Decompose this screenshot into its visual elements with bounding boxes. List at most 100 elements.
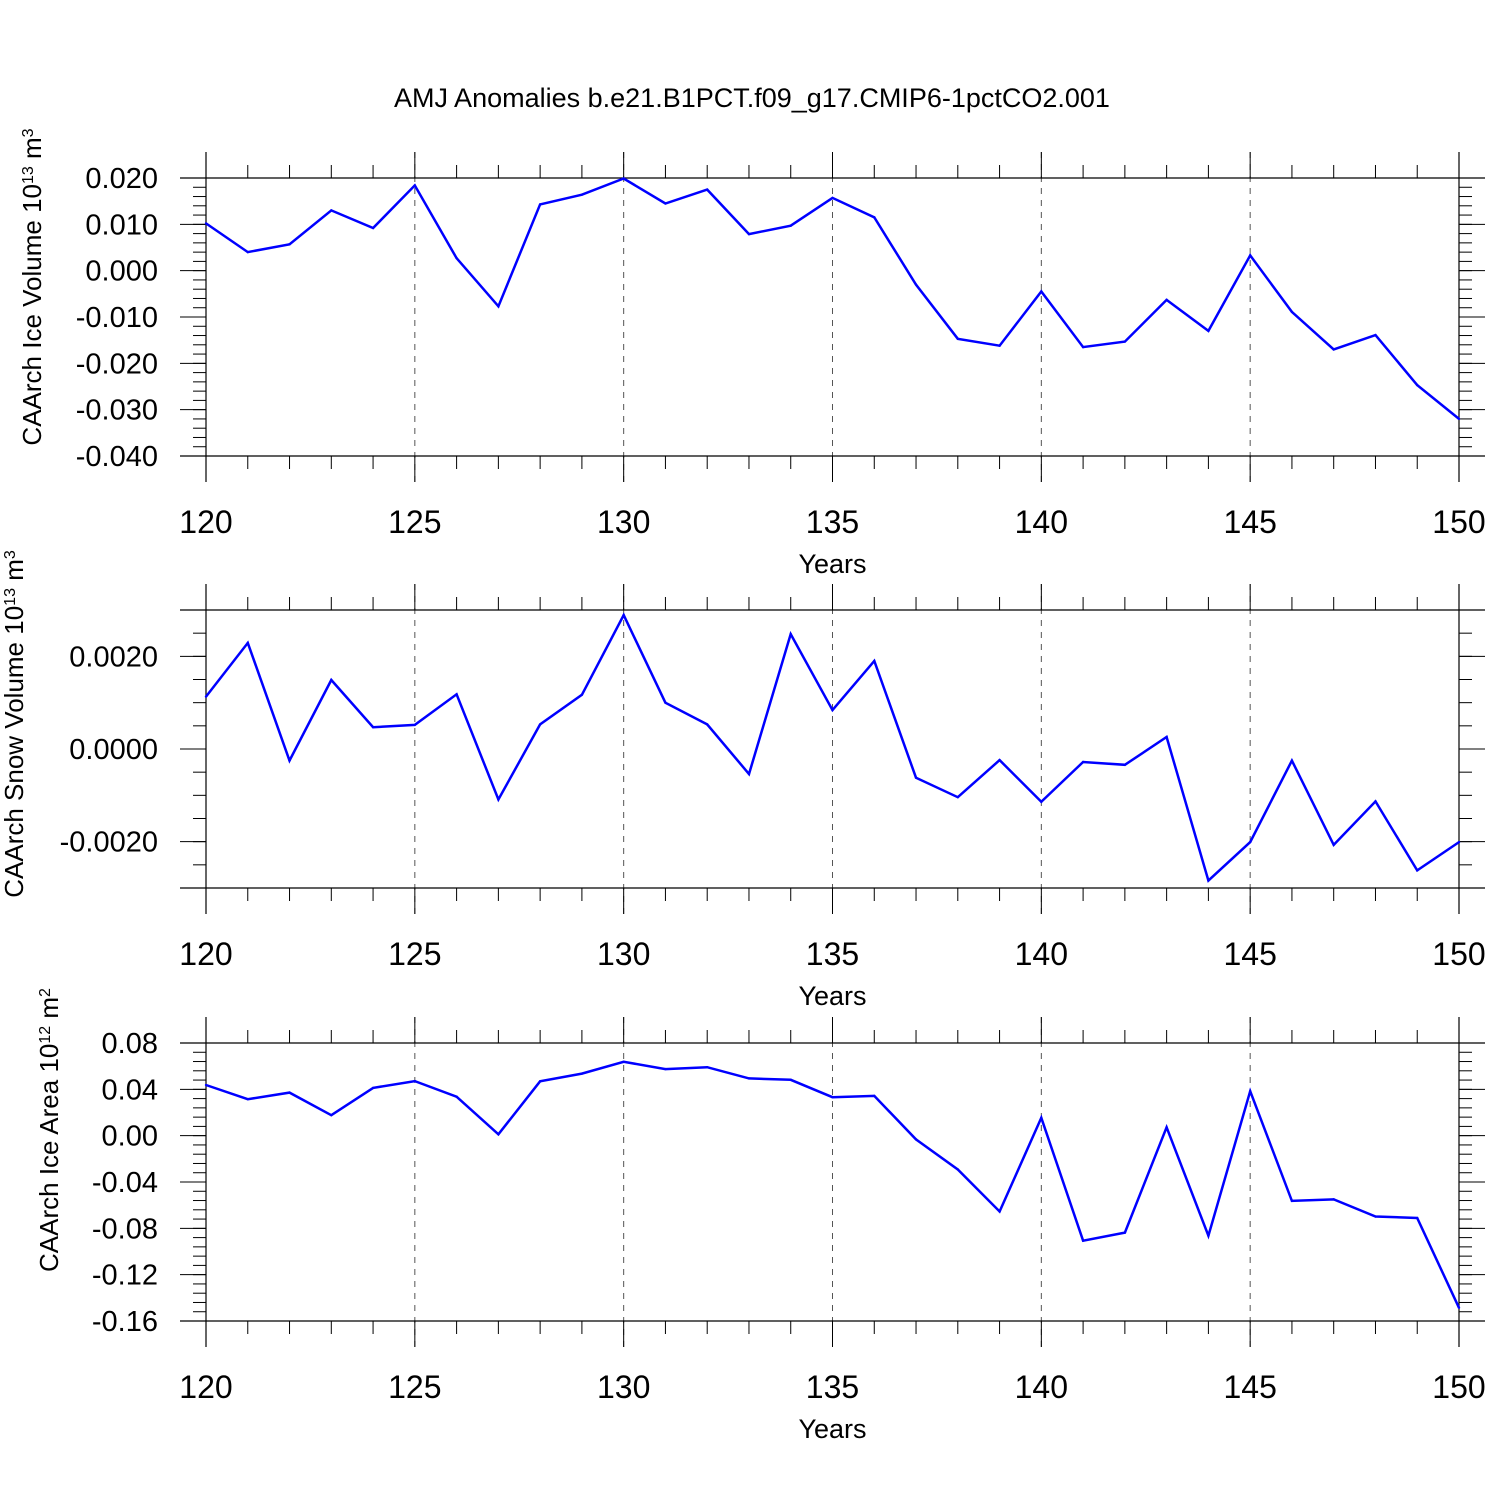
ice-volume-x-tick-label: 120	[179, 504, 232, 540]
snow-volume-data-point	[1332, 843, 1335, 847]
snow-volume-x-tick-label: 120	[179, 936, 232, 972]
snow-volume-data-point	[1457, 840, 1461, 844]
ice-volume-data-point	[873, 216, 876, 219]
ice-area-y-axis-label-exp: 12	[37, 1026, 54, 1044]
snow-volume-data-point	[1416, 869, 1419, 872]
snow-volume-data-point	[497, 798, 500, 801]
ice-area-data-point	[873, 1094, 876, 1098]
ice-volume-x-tick-label: 140	[1015, 504, 1068, 540]
ice-area-data-point	[580, 1072, 584, 1075]
ice-volume-data-point	[831, 196, 834, 200]
ice-volume-x-tick-label: 130	[597, 504, 650, 540]
ice-volume-y-tick-label: -0.010	[76, 302, 158, 334]
ice-volume-data-point	[538, 203, 542, 206]
ice-area-data-point	[622, 1060, 625, 1063]
ice-volume-x-tick-label: 135	[806, 504, 859, 540]
ice-volume-y-tick-label: 0.020	[85, 163, 158, 195]
ice-area-data-point	[413, 1079, 417, 1083]
ice-area-data-point	[914, 1138, 918, 1141]
snow-volume-data-point	[789, 632, 792, 636]
ice-volume-data-point	[455, 256, 458, 260]
snow-volume-x-tick-label: 130	[597, 936, 650, 972]
ice-area-x-axis-label: Years	[798, 1414, 866, 1444]
ice-area-x-tick-label: 145	[1223, 1369, 1276, 1405]
ice-volume-y-tick-label: 0.010	[85, 209, 158, 241]
ice-volume-data-point	[664, 202, 667, 205]
snow-volume-y-axis-label-unit-exp: 3	[2, 550, 19, 559]
ice-volume-data-point	[1457, 417, 1461, 421]
ice-volume-data-point	[288, 243, 291, 246]
ice-area-y-axis-label-unit-exp: 2	[37, 988, 54, 997]
ice-volume-data-point	[956, 337, 959, 340]
snow-volume-y-tick-label: 0.0020	[69, 641, 158, 673]
ice-volume-data-point	[1040, 290, 1043, 293]
snow-volume-x-axis-label: Years	[798, 981, 866, 1011]
ice-volume-y-axis-label-exp: 13	[20, 166, 37, 184]
ice-volume-y-axis-label: CAArch Ice Volume 1013 m3	[17, 128, 47, 445]
ice-volume-y-axis-label-unit-exp: 3	[20, 128, 37, 137]
ice-area-y-axis-label: CAArch Ice Area 1012 m2	[34, 988, 64, 1272]
snow-volume-data-point	[664, 701, 667, 704]
ice-volume-data-point	[1081, 345, 1085, 349]
ice-area-data-point	[1165, 1126, 1168, 1129]
snow-volume-x-tick-label: 135	[806, 936, 859, 972]
ice-area-data-point	[1290, 1199, 1294, 1203]
ice-volume-data-point	[1332, 348, 1335, 351]
ice-volume-data-point	[330, 209, 333, 212]
ice-volume-data-point	[371, 226, 375, 230]
ice-area-data-point	[1457, 1306, 1461, 1309]
ice-area-data-point	[1123, 1231, 1127, 1234]
ice-area-data-point	[497, 1133, 500, 1136]
ice-volume-data-point	[580, 193, 584, 196]
ice-area-y-tick-label: 0.08	[102, 1028, 158, 1060]
ice-area-data-point	[1248, 1089, 1252, 1093]
ice-volume-data-point	[747, 232, 751, 236]
ice-area-y-tick-label: 0.04	[102, 1074, 158, 1106]
ice-area-data-point	[1207, 1234, 1210, 1237]
ice-area-x-tick-label: 140	[1015, 1369, 1068, 1405]
ice-volume-y-tick-label: -0.030	[76, 395, 158, 427]
ice-volume-panel: -0.040 -0.030 -0.020 -0.010 0.000 0.010 0.020 1…	[17, 128, 1486, 579]
snow-volume-y-tick-label: -0.0020	[60, 827, 158, 859]
snow-volume-y-axis-label: CAArch Snow Volume 1013 m3	[0, 550, 29, 898]
snow-volume-y-axis-label-unit: m	[0, 559, 29, 588]
snow-volume-data-point	[1081, 760, 1085, 764]
ice-volume-data-point	[706, 188, 709, 191]
snow-volume-data-point	[1165, 735, 1168, 739]
snow-volume-x-tick-label: 145	[1223, 936, 1276, 972]
snow-volume-data-point	[622, 613, 625, 617]
ice-area-data-point	[204, 1083, 208, 1087]
snow-volume-data-point	[998, 758, 1001, 762]
snow-volume-data-point	[413, 723, 417, 727]
ice-area-data-point	[747, 1077, 751, 1080]
ice-area-data-point	[288, 1091, 291, 1094]
snow-volume-y-axis-label-text: CAArch Snow Volume 10	[0, 606, 29, 898]
ice-area-y-tick-label: -0.16	[92, 1306, 158, 1338]
snow-volume-data-point	[580, 693, 584, 696]
ice-area-y-tick-label: 0.00	[102, 1121, 158, 1153]
snow-volume-data-point	[1248, 840, 1252, 844]
ice-area-data-point	[789, 1078, 792, 1082]
snow-volume-data-point	[706, 723, 709, 726]
snow-volume-data-point	[1290, 759, 1294, 762]
snow-volume-x-tick-label: 150	[1432, 936, 1485, 972]
ice-area-data-point	[664, 1067, 667, 1071]
ice-volume-data-point	[622, 177, 625, 180]
snow-volume-data-point	[831, 708, 834, 712]
snow-volume-data-point	[288, 759, 291, 762]
ice-area-y-tick-label: -0.04	[92, 1167, 158, 1199]
ice-area-data-point	[831, 1096, 834, 1099]
ice-area-data-point	[1040, 1116, 1043, 1120]
ice-area-y-tick-label: -0.08	[92, 1213, 158, 1245]
ice-volume-y-axis-label-text: CAArch Ice Volume 10	[17, 184, 47, 446]
ice-volume-data-point	[497, 305, 500, 308]
snow-volume-panel: -0.0020 0.0000 0.0020 120 125 130 135 140 145 150…	[0, 550, 1486, 1011]
ice-area-panel: -0.16 -0.12 -0.08 -0.04 0.00 0.04 0.08 120 125 13…	[34, 988, 1486, 1444]
snow-volume-data-point	[747, 772, 751, 776]
ice-volume-data-point	[1290, 310, 1294, 314]
ice-area-data-point	[1416, 1216, 1419, 1220]
ice-volume-data-point	[1416, 383, 1419, 387]
figure-title: AMJ Anomalies b.e21.B1PCT.f09_g17.CMIP6-…	[394, 83, 1110, 113]
